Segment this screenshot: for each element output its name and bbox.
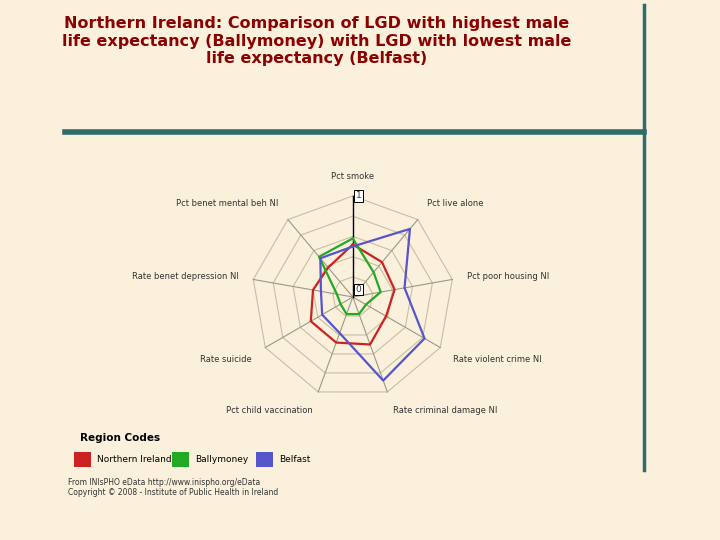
Bar: [172, 453, 189, 467]
Bar: [74, 453, 91, 467]
Bar: [256, 453, 273, 467]
Text: Rate violent crime NI: Rate violent crime NI: [454, 355, 542, 364]
Text: Rate criminal damage NI: Rate criminal damage NI: [392, 406, 497, 415]
Text: 0: 0: [356, 285, 361, 294]
Text: Pct live alone: Pct live alone: [428, 199, 484, 208]
Text: Northern Ireland: Northern Ireland: [97, 455, 172, 464]
Text: 1: 1: [356, 192, 361, 200]
Text: Rate benet depression NI: Rate benet depression NI: [132, 272, 238, 281]
Text: Pct child vaccination: Pct child vaccination: [226, 406, 313, 415]
Text: Rate suicide: Rate suicide: [200, 355, 252, 364]
Text: Pct benet mental beh NI: Pct benet mental beh NI: [176, 199, 278, 208]
Text: Ballymoney: Ballymoney: [195, 455, 248, 464]
Text: Region Codes: Region Codes: [80, 434, 160, 443]
Text: Pct smoke: Pct smoke: [331, 172, 374, 181]
Text: From INIsPHO eData http://www.inispho.org/eData
Copyright © 2008 - Institute of : From INIsPHO eData http://www.inispho.or…: [68, 478, 279, 497]
Text: Northern Ireland: Comparison of LGD with highest male
life expectancy (Ballymone: Northern Ireland: Comparison of LGD with…: [62, 16, 572, 66]
Text: Belfast: Belfast: [279, 455, 310, 464]
Text: Pct poor housing NI: Pct poor housing NI: [467, 272, 549, 281]
